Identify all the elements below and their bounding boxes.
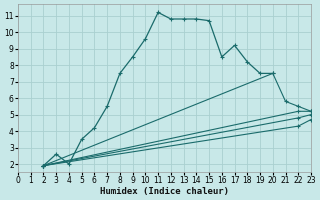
X-axis label: Humidex (Indice chaleur): Humidex (Indice chaleur) — [100, 187, 229, 196]
